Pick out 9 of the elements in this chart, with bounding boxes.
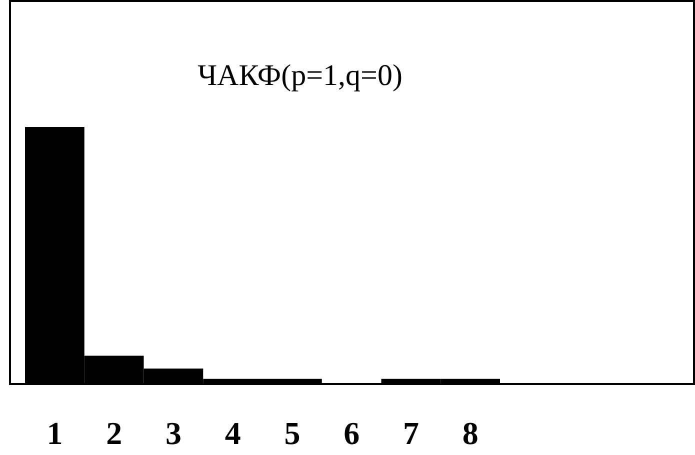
x-tick-label: 1 [46,415,63,451]
x-tick-label: 8 [462,415,478,451]
x-tick-label: 5 [284,415,300,451]
x-tick-label: 6 [344,415,360,451]
x-tick-label: 7 [402,415,419,451]
x-tick-label: 3 [165,415,182,451]
x-tick-label: 4 [224,415,241,451]
x-tick-label: 2 [106,415,122,451]
chart-title: ЧАКФ(p=1,q=0) [198,59,402,92]
